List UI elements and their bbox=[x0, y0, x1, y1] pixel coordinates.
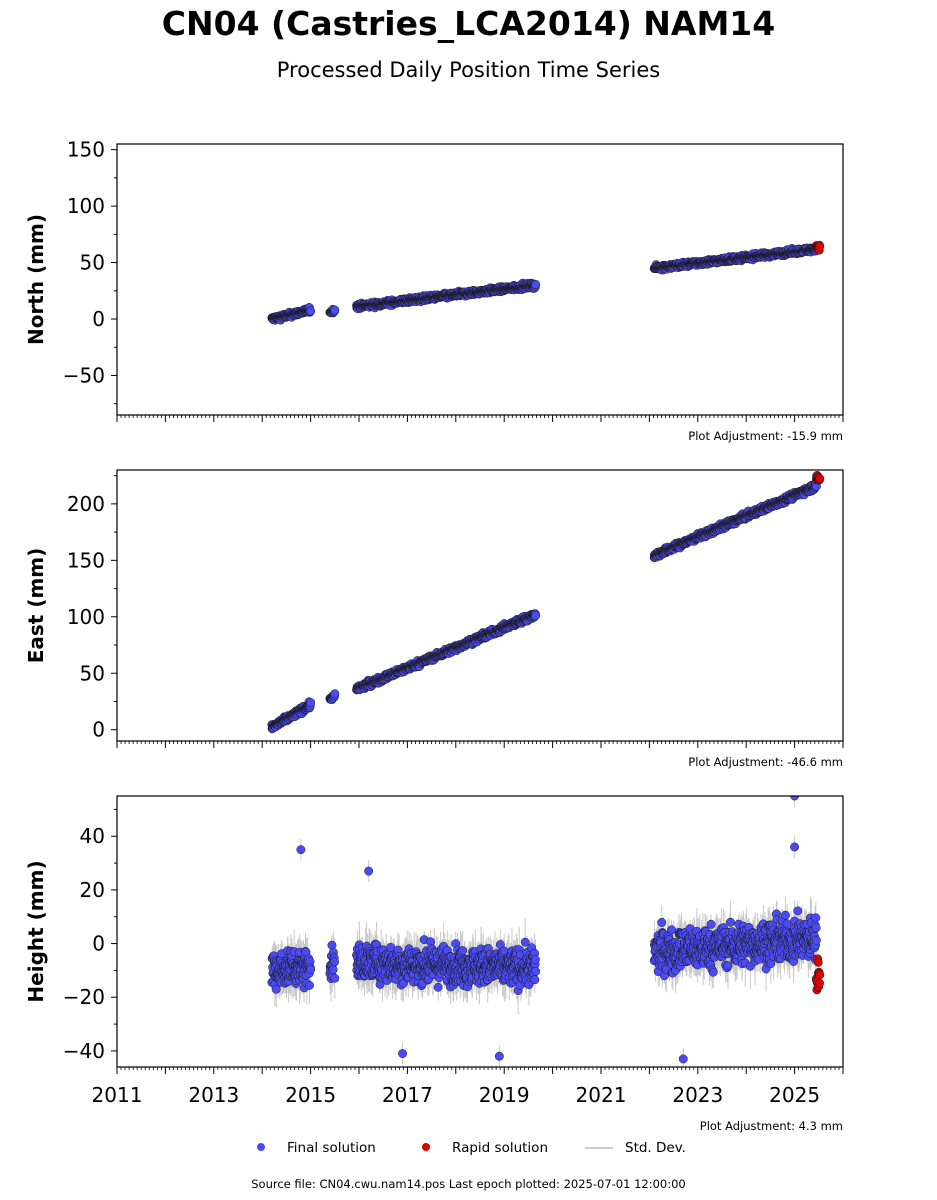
final-solution-point bbox=[330, 305, 340, 315]
plot-frame bbox=[116, 143, 844, 416]
rapid-solution-points bbox=[811, 240, 825, 255]
y-tick-label: 150 bbox=[67, 138, 105, 162]
final-solution-point bbox=[330, 689, 340, 699]
final-solution-point bbox=[306, 698, 316, 707]
chart-title: CN04 (Castries_LCA2014) NAM14 bbox=[161, 4, 776, 43]
final-solution-point bbox=[531, 280, 541, 289]
rapid-solution-point bbox=[815, 241, 825, 251]
y-tick-label: 100 bbox=[67, 194, 105, 218]
y-tick-label: −50 bbox=[63, 363, 105, 387]
final-solution-points bbox=[267, 243, 821, 325]
chart-subtitle: Processed Daily Position Time Series bbox=[276, 58, 661, 82]
y-tick-label: 50 bbox=[80, 251, 105, 275]
y-axis-label: North (mm) bbox=[24, 214, 48, 345]
final-solution-points bbox=[267, 479, 821, 734]
panel-north: −50 0 50 100 150 North (mm) bbox=[24, 138, 844, 422]
final-solution-point bbox=[306, 306, 316, 316]
y-tick-label: 0 bbox=[92, 307, 105, 331]
